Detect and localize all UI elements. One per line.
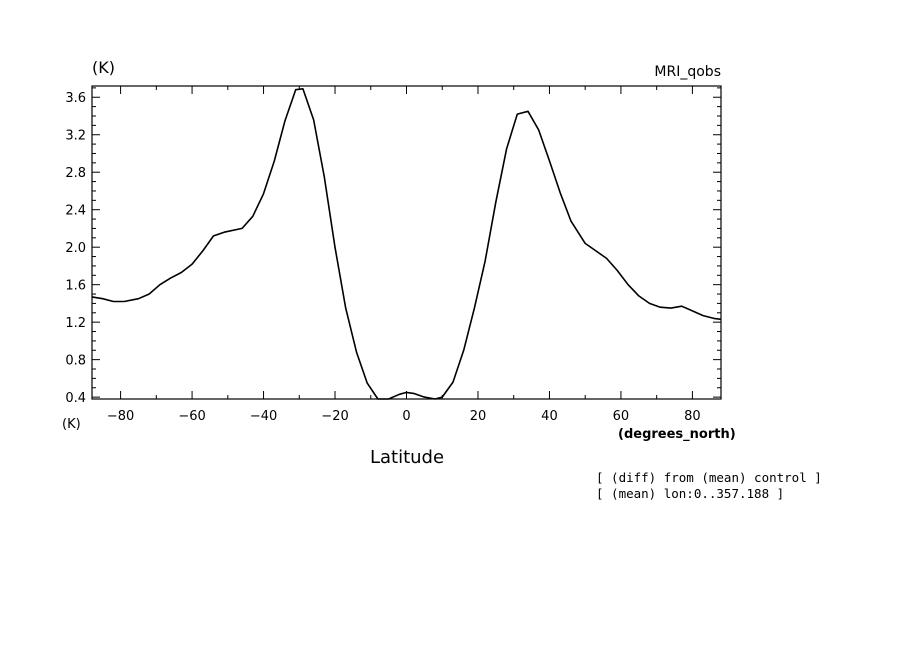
y-tick-label: 0.8 <box>65 354 86 369</box>
x-tick-label: −80 <box>107 409 134 424</box>
y-unit-bottom: (K) <box>62 417 81 432</box>
y-tick-label: 2.0 <box>65 241 86 256</box>
y-tick-label: 2.8 <box>65 166 86 181</box>
axis-ticks <box>92 86 721 399</box>
y-tick-label: 2.4 <box>65 204 86 219</box>
y-tick-label: 1.6 <box>65 279 86 294</box>
series-line <box>91 88 722 400</box>
x-axis-label: Latitude <box>370 447 444 468</box>
x-tick-label: −20 <box>321 409 348 424</box>
plot-frame <box>91 85 722 400</box>
chart-title: MRI_qobs <box>654 64 721 80</box>
y-tick-label: 3.2 <box>65 129 86 144</box>
y-tick-label: 3.6 <box>65 91 86 106</box>
x-unit: (degrees_north) <box>618 427 736 442</box>
x-tick-label: −40 <box>250 409 277 424</box>
y-tick-labels: 0.4 0.8 1.2 1.6 2.0 2.4 2.8 3.2 3.6 <box>65 91 86 406</box>
x-tick-label: 20 <box>470 409 487 424</box>
x-tick-label: −60 <box>178 409 205 424</box>
note-line-2: [ (mean) lon:0..357.188 ] <box>596 486 784 501</box>
y-tick-label: 1.2 <box>65 316 86 331</box>
x-tick-label: 60 <box>613 409 630 424</box>
y-tick-label: 0.4 <box>65 391 86 406</box>
note-line-1: [ (diff) from (mean) control ] <box>596 470 822 485</box>
x-tick-label: 40 <box>541 409 558 424</box>
x-tick-labels: −80 −60 −40 −20 0 20 40 60 80 <box>107 409 701 424</box>
x-tick-label: 80 <box>684 409 701 424</box>
y-unit-top: (K) <box>92 58 115 77</box>
x-tick-label: 0 <box>402 409 410 424</box>
